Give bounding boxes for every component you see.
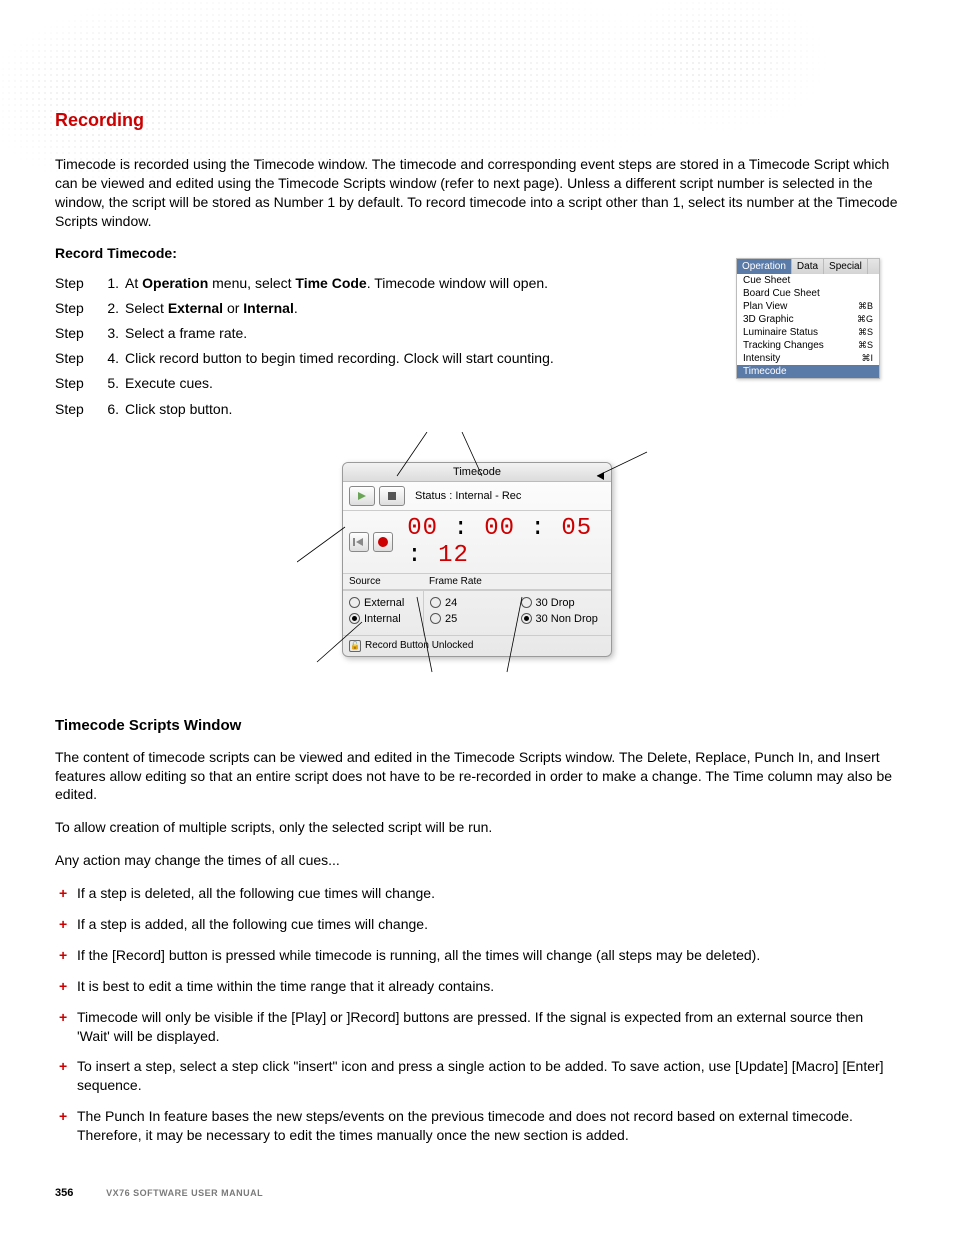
status-label: Status : Internal - Rec: [415, 490, 521, 502]
scripts-paragraph-1: The content of timecode scripts can be v…: [55, 748, 899, 805]
menu-item[interactable]: Timecode: [737, 365, 879, 378]
framerate-option[interactable]: 25: [430, 611, 515, 627]
bullet-item: If the [Record] button is pressed while …: [77, 946, 899, 965]
timecode-window: Timecode Status : Internal - Rec: [342, 462, 612, 657]
radio-icon: [430, 613, 441, 624]
source-option[interactable]: External: [349, 595, 417, 611]
menu-item[interactable]: Tracking Changes⌘S: [737, 339, 879, 352]
menu-item[interactable]: 3D Graphic⌘G: [737, 313, 879, 326]
bullet-list: If a step is deleted, all the following …: [55, 884, 899, 1145]
timecode-window-figure: Timecode Status : Internal - Rec: [327, 462, 627, 657]
bullet-item: The Punch In feature bases the new steps…: [77, 1107, 899, 1145]
page-footer: 356 VX76 SOFTWARE USER MANUAL: [55, 1187, 263, 1199]
bullet-item: If a step is added, all the following cu…: [77, 915, 899, 934]
menu-tab[interactable]: Data: [792, 259, 824, 274]
step-row: Step6.Click stop button.: [55, 397, 899, 422]
section-title: Recording: [55, 110, 899, 131]
timecode-clock: 00 : 00 : 05 : 12: [407, 515, 605, 569]
radio-icon: [349, 613, 360, 624]
framerate-option[interactable]: 30 Non Drop: [521, 611, 606, 627]
operation-menu-screenshot: OperationDataSpecial Cue SheetBoard Cue …: [736, 258, 880, 379]
menu-tab[interactable]: Special: [824, 259, 868, 274]
bullet-item: It is best to edit a time within the tim…: [77, 977, 899, 996]
source-option[interactable]: Internal: [349, 611, 417, 627]
manual-title: VX76 SOFTWARE USER MANUAL: [106, 1188, 263, 1198]
scripts-paragraph-3: Any action may change the times of all c…: [55, 851, 899, 870]
bullet-item: Timecode will only be visible if the [Pl…: [77, 1008, 899, 1046]
lock-label: Record Button Unlocked: [365, 640, 473, 651]
bullet-item: If a step is deleted, all the following …: [77, 884, 899, 903]
scripts-paragraph-2: To allow creation of multiple scripts, o…: [55, 818, 899, 837]
menu-item[interactable]: Board Cue Sheet: [737, 287, 879, 300]
menu-item[interactable]: Luminaire Status⌘S: [737, 326, 879, 339]
operation-menu-tabs: OperationDataSpecial: [737, 259, 879, 274]
framerate-option[interactable]: 24: [430, 595, 515, 611]
record-lock-row: 🔓 Record Button Unlocked: [343, 635, 611, 656]
play-button[interactable]: [349, 486, 375, 506]
framerate-column: 24 30 Drop 25 30 Non Drop: [423, 591, 611, 635]
menu-item[interactable]: Cue Sheet: [737, 274, 879, 287]
menu-item[interactable]: Intensity⌘I: [737, 352, 879, 365]
record-button[interactable]: [373, 532, 393, 552]
rewind-button[interactable]: [349, 532, 369, 552]
radio-icon: [521, 613, 532, 624]
radio-icon: [521, 597, 532, 608]
menu-item[interactable]: Plan View⌘B: [737, 300, 879, 313]
radio-icon: [349, 597, 360, 608]
menu-tab[interactable]: Operation: [737, 259, 792, 274]
radio-icon: [430, 597, 441, 608]
column-headers: Source Frame Rate: [343, 573, 611, 590]
page-number: 356: [55, 1187, 73, 1199]
intro-paragraph: Timecode is recorded using the Timecode …: [55, 155, 899, 231]
timecode-window-title: Timecode: [343, 463, 611, 482]
lock-icon[interactable]: 🔓: [349, 640, 361, 652]
framerate-option[interactable]: 30 Drop: [521, 595, 606, 611]
bullet-item: To insert a step, select a step click "i…: [77, 1057, 899, 1095]
scripts-window-heading: Timecode Scripts Window: [55, 717, 899, 734]
page-content: Recording Timecode is recorded using the…: [0, 0, 954, 1197]
source-column: ExternalInternal: [343, 591, 423, 635]
stop-button[interactable]: [379, 486, 405, 506]
